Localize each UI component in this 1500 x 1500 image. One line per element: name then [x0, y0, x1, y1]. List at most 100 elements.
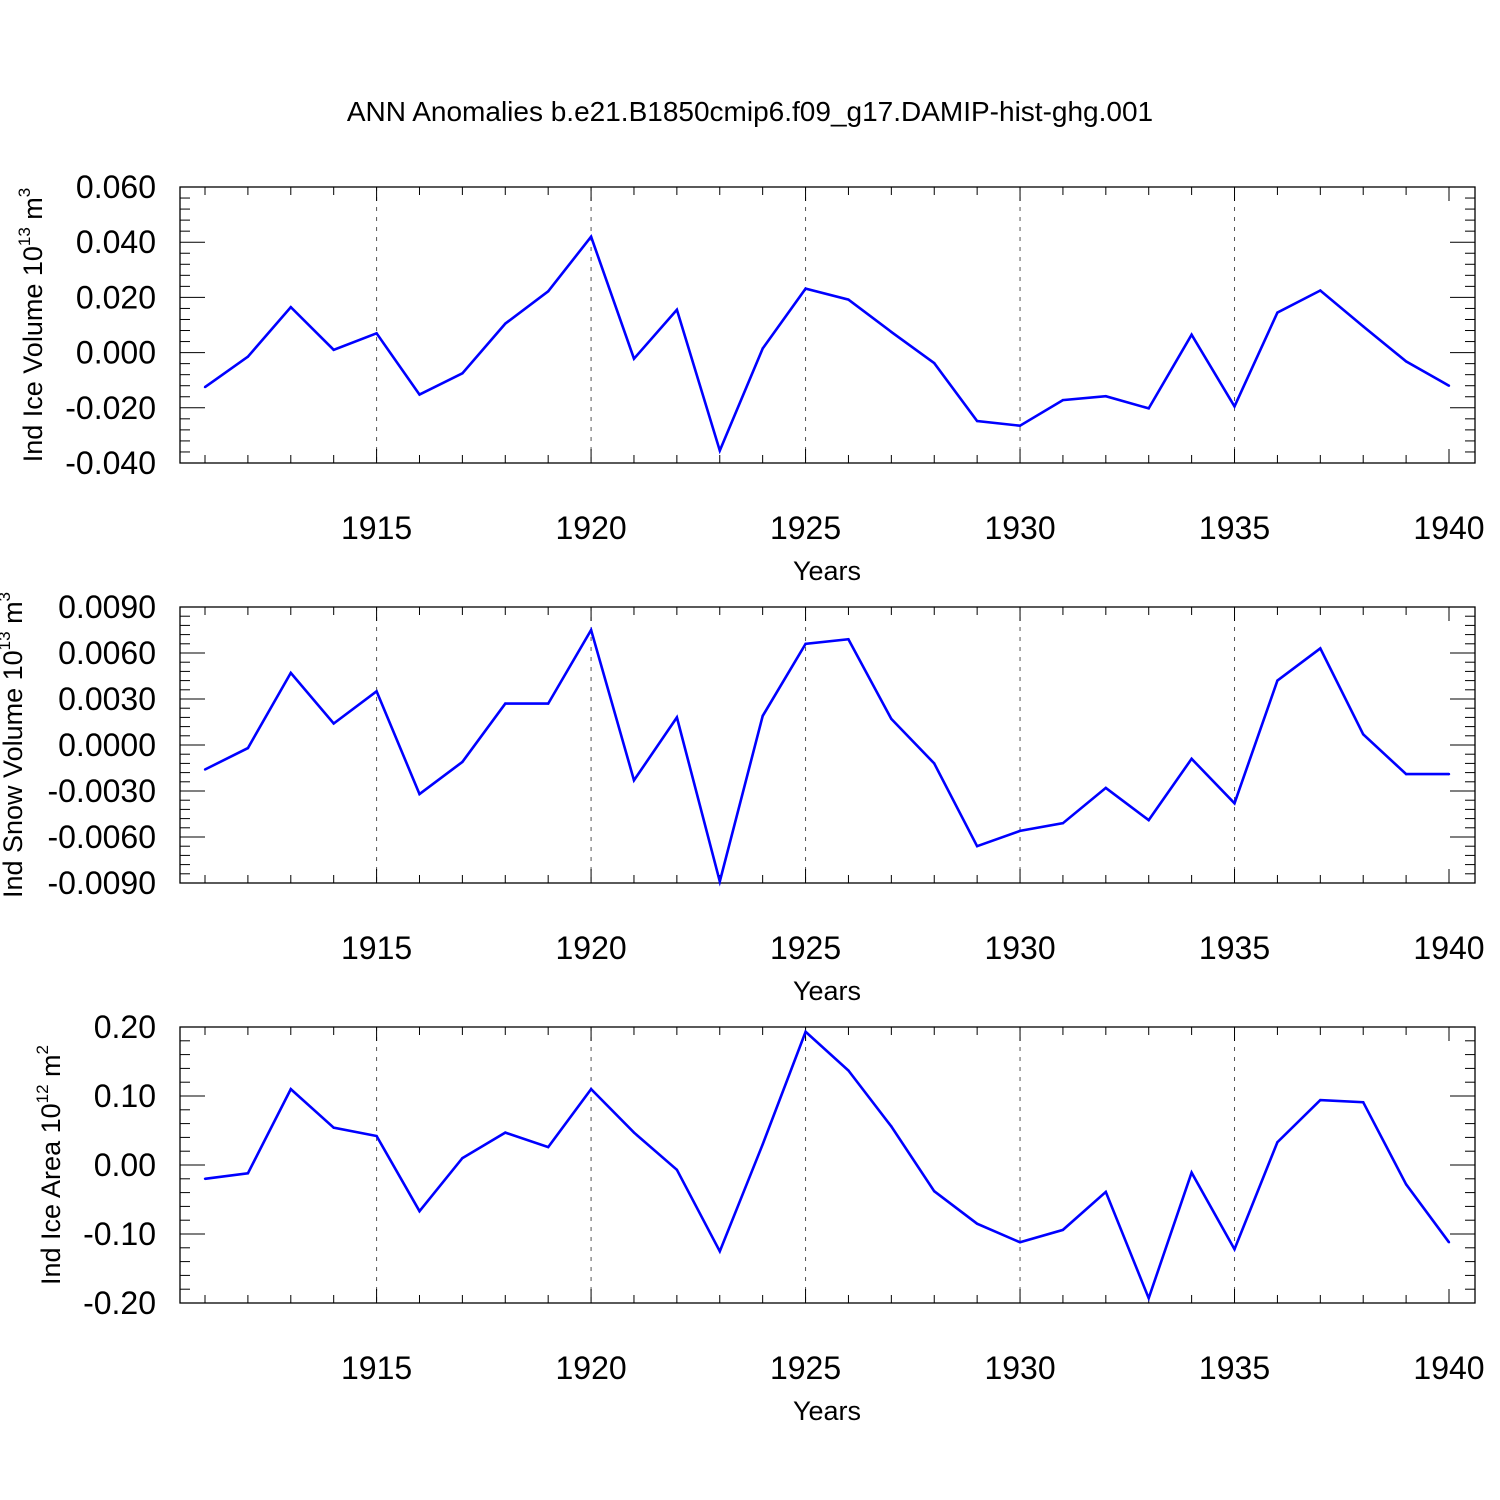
plot-frame — [179, 1026, 1476, 1304]
data-point — [504, 702, 507, 705]
x-tick-label: 1930 — [984, 510, 1055, 546]
data-point — [804, 1030, 807, 1034]
data-point — [546, 1145, 550, 1149]
data-point — [1061, 398, 1065, 402]
data-point — [589, 628, 593, 632]
data-point — [203, 768, 207, 771]
data-point — [375, 690, 378, 693]
y-tick-label: -0.040 — [65, 445, 156, 481]
data-point — [804, 287, 807, 290]
chart-title: ANN Anomalies b.e21.B1850cmip6.f09_g17.D… — [346, 96, 1154, 127]
y-tick-label: -0.10 — [83, 1216, 156, 1252]
y-axis-title-exponent: 12 — [33, 1084, 52, 1103]
y-axis-title: Ind Ice Volume 1013 m3 — [15, 188, 48, 463]
data-point — [589, 235, 593, 238]
data-point — [546, 702, 550, 705]
data-point — [203, 385, 207, 389]
data-point — [1233, 802, 1236, 805]
x-axis-title: Years — [793, 556, 861, 586]
y-tick-label: 0.0060 — [58, 635, 156, 671]
data-point — [1147, 1296, 1150, 1300]
data-point — [1362, 733, 1365, 736]
data-point — [890, 717, 893, 721]
data-point — [675, 308, 679, 312]
y-tick-label: 0.0090 — [58, 589, 156, 625]
plot-frame — [179, 186, 1476, 464]
data-point — [1018, 829, 1022, 833]
panel-3: -0.20 -0.10 0.00 0.10 0.20 1915 1920 1925 1930 19… — [33, 1009, 1485, 1426]
data-point — [546, 290, 550, 293]
x-tick-label: 1920 — [555, 930, 626, 966]
y-axis-title-text: Ind Snow Volume 10 — [0, 650, 28, 898]
data-point — [1190, 333, 1193, 336]
data-point — [718, 449, 721, 452]
x-tick-label: 1920 — [555, 1350, 626, 1386]
x-tick-label: 1925 — [770, 510, 841, 546]
y-tick-label: -0.020 — [65, 390, 156, 426]
y-axis-title-text: Ind Ice Area 10 — [36, 1103, 66, 1285]
x-axis-title: Years — [793, 976, 861, 1006]
data-point — [1319, 647, 1322, 650]
data-point — [675, 716, 679, 719]
data-point — [1362, 1101, 1365, 1104]
data-point — [1061, 822, 1065, 825]
data-point — [718, 880, 721, 883]
data-point — [289, 671, 292, 675]
y-tick-label: 0.10 — [94, 1078, 156, 1114]
y-axis-title-exponent: 13 — [15, 227, 34, 246]
data-point — [632, 1131, 636, 1134]
data-point — [1319, 1098, 1322, 1102]
data-point — [1362, 325, 1365, 328]
y-tick-label: -0.0060 — [47, 819, 156, 855]
y-tick-label: 0.0000 — [58, 727, 156, 763]
data-point — [418, 393, 421, 396]
series-line — [204, 626, 1449, 887]
y-tick-label: 0.040 — [76, 224, 156, 260]
data-point — [289, 305, 292, 309]
y-axis-title-unit: m — [18, 197, 48, 227]
data-point — [1276, 1141, 1279, 1144]
data-point — [1404, 360, 1408, 363]
x-tick-label: 1940 — [1413, 930, 1484, 966]
data-point — [418, 792, 421, 796]
data-point — [332, 348, 335, 352]
x-tick-label: 1915 — [341, 930, 412, 966]
y-axis-title: Ind Ice Area 1012 m2 — [33, 1045, 66, 1285]
data-point — [1147, 407, 1150, 410]
y-tick-label: -0.20 — [83, 1285, 156, 1321]
y-tick-label: 0.060 — [76, 169, 156, 205]
data-point — [1233, 1247, 1236, 1251]
data-point — [975, 1222, 979, 1225]
data-point — [1404, 1183, 1408, 1186]
y-axis-title-unit-exponent: 2 — [33, 1045, 52, 1054]
data-point — [1190, 1171, 1193, 1174]
data-point — [675, 1168, 679, 1172]
data-point — [461, 1156, 464, 1160]
data-point — [847, 1069, 850, 1072]
data-point — [461, 372, 464, 375]
y-tick-label: -0.0030 — [47, 773, 156, 809]
data-point — [332, 722, 335, 725]
data-point — [632, 779, 636, 782]
panel-1: -0.040 -0.020 0.000 0.020 0.040 0.060 1915 1920… — [15, 169, 1485, 586]
y-axis-title-exponent: 13 — [0, 631, 14, 650]
y-axis-title-unit: m — [36, 1054, 66, 1084]
data-point — [418, 1210, 421, 1213]
x-tick-label: 1935 — [1199, 930, 1270, 966]
y-axis-title: Ind Snow Volume 1013 m3 — [0, 592, 28, 898]
y-tick-label: 0.0030 — [58, 681, 156, 717]
data-point — [632, 357, 636, 360]
data-point — [1447, 384, 1451, 387]
data-point — [203, 1177, 207, 1181]
y-axis-title-unit-exponent: 3 — [0, 592, 14, 601]
x-tick-label: 1940 — [1413, 1350, 1484, 1386]
data-point — [975, 419, 979, 423]
y-axis-title-text: Ind Ice Volume 10 — [18, 246, 48, 462]
data-point — [761, 347, 764, 350]
data-point — [804, 642, 807, 645]
data-point — [761, 1143, 764, 1146]
data-point — [289, 1087, 292, 1091]
data-point — [246, 746, 250, 750]
data-point — [933, 762, 936, 765]
